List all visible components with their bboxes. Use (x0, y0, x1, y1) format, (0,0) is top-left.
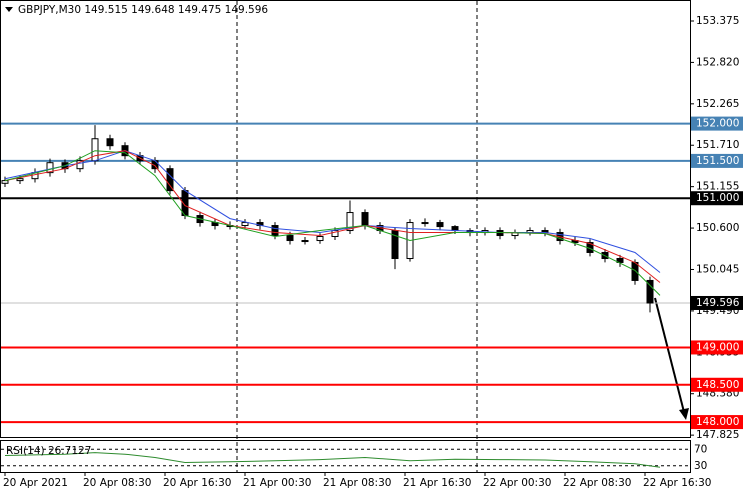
candle-body (91, 138, 99, 162)
rsi-tick-label: 70 (694, 443, 707, 455)
candle-body (241, 222, 249, 227)
level-label: 148.000 (696, 416, 739, 428)
rsi-label: RSI(14) 26.7127 (6, 445, 91, 457)
forecast-arrowhead (679, 408, 689, 420)
rsi-tick-label: 30 (694, 460, 707, 472)
candle-body (436, 222, 444, 228)
y-tick-label: 152.820 (696, 56, 739, 68)
current-price-label: 149.596 (696, 297, 740, 309)
moving-average (4, 150, 661, 296)
y-tick-label: 151.710 (696, 139, 739, 151)
x-tick-label: 22 Apr 08:30 (563, 477, 631, 489)
candle-body (646, 279, 654, 304)
y-tick-label: 151.155 (696, 181, 739, 193)
candle-body (361, 212, 369, 227)
candle-body (166, 168, 174, 192)
candle-body (16, 178, 24, 182)
y-tick-label: 150.600 (696, 222, 739, 234)
level-label-box (691, 377, 743, 392)
y-tick-label: 153.375 (696, 15, 739, 27)
candle-body (301, 240, 309, 243)
current-price-box (691, 295, 743, 310)
level-label: 148.500 (696, 379, 739, 391)
header-icon (5, 7, 13, 12)
chart-header: GBPJPY,M30 149.515 149.648 149.475 149.5… (18, 4, 268, 16)
x-tick-label: 21 Apr 16:30 (403, 477, 471, 489)
y-tick-label: 147.825 (696, 429, 739, 441)
level-label-box (691, 116, 743, 131)
y-tick-label: 150.045 (696, 263, 739, 275)
x-tick-label: 21 Apr 08:30 (323, 477, 391, 489)
x-tick-label: 21 Apr 00:30 (243, 477, 311, 489)
moving-average (4, 150, 661, 283)
candle-body (316, 235, 324, 242)
level-label-box (691, 415, 743, 430)
forecast-arrow (654, 297, 685, 413)
candle-body (76, 160, 84, 170)
rsi-line (4, 452, 661, 468)
level-label-box (691, 153, 743, 168)
level-label: 151.000 (696, 192, 739, 204)
x-tick-label: 20 Apr 2021 (3, 477, 68, 489)
candle-body (46, 162, 54, 174)
level-label-box (691, 340, 743, 355)
candle-body (631, 261, 639, 281)
level-label: 152.000 (696, 118, 739, 130)
level-label: 149.000 (696, 341, 739, 353)
main-frame (0, 0, 691, 438)
candle-body (421, 222, 429, 225)
x-tick-label: 22 Apr 16:30 (643, 477, 711, 489)
candle-body (271, 225, 279, 237)
moving-average (4, 150, 661, 273)
x-tick-label: 20 Apr 08:30 (83, 477, 151, 489)
level-label-box (691, 191, 743, 206)
candle-body (346, 212, 354, 232)
rsi-frame (0, 440, 691, 473)
candle-body (1, 180, 9, 184)
level-label: 151.500 (696, 155, 739, 167)
x-tick-label: 22 Apr 00:30 (483, 477, 551, 489)
candle-body (106, 138, 114, 147)
x-tick-label: 20 Apr 16:30 (163, 477, 231, 489)
y-tick-label: 152.265 (696, 98, 739, 110)
candle-body (616, 258, 624, 263)
candle-body (286, 235, 294, 242)
